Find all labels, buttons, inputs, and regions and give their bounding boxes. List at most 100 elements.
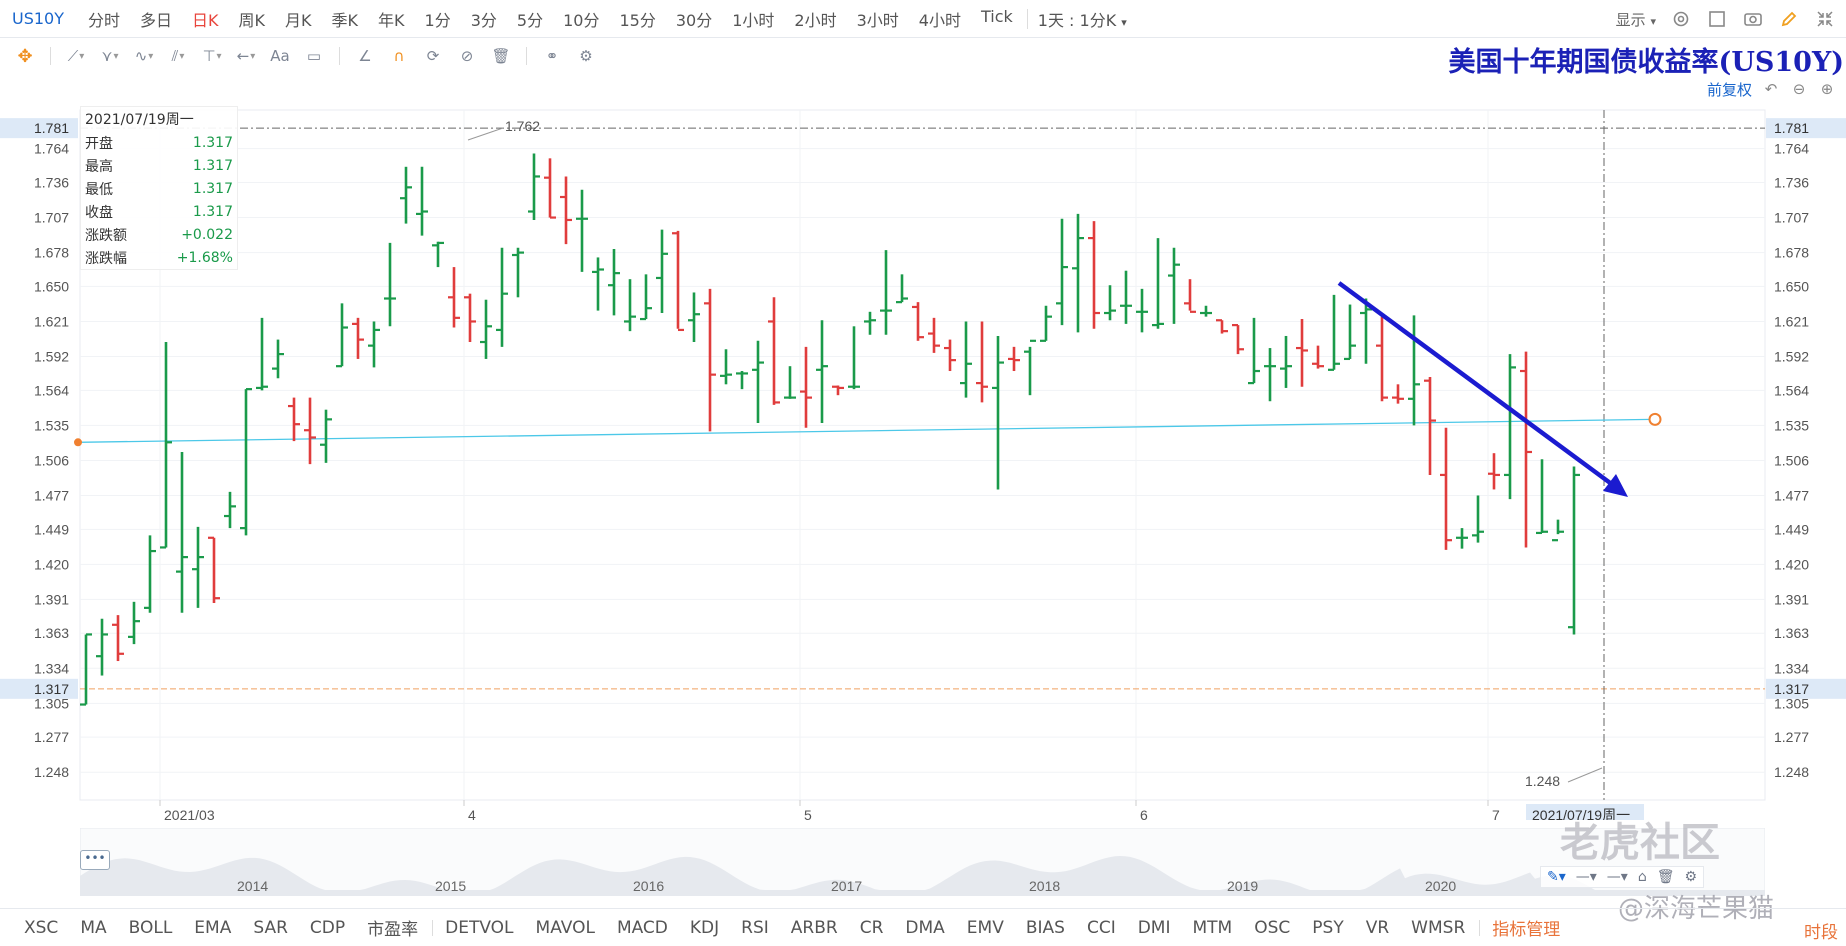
move-cross-icon[interactable]: ✥ xyxy=(17,45,33,67)
display-dropdown[interactable]: 显示 ▾ xyxy=(1616,9,1656,30)
gear-icon[interactable]: ⚙ xyxy=(579,47,593,65)
lock-icon[interactable]: ⌂ xyxy=(1637,869,1647,885)
indicator-dmi[interactable]: DMI xyxy=(1137,917,1171,938)
support-line[interactable] xyxy=(77,418,1656,443)
brush-color-icon[interactable]: ✎▾ xyxy=(1547,869,1566,885)
ohlc-info-box: 2021/07/19周一 开盘 1.317 最高 1.317 最低 1.317 收盘 1.31… xyxy=(80,106,238,270)
zoom-out-icon[interactable]: ⊖ xyxy=(1792,80,1806,98)
indicator-mavol[interactable]: MAVOL xyxy=(535,917,595,938)
wave-tool-icon[interactable]: ∿ ▾ xyxy=(134,47,154,65)
line-style-icon[interactable]: —▾ xyxy=(1575,869,1597,885)
info-row: 涨跌幅 +1.68% xyxy=(81,246,237,269)
period-tab[interactable]: 4小时 xyxy=(918,10,961,30)
indicator-psy[interactable]: PSY xyxy=(1312,917,1344,938)
period-tab[interactable]: 10分 xyxy=(563,10,600,30)
indicator-macd[interactable]: MACD xyxy=(616,917,668,938)
indicator-boll[interactable]: BOLL xyxy=(128,917,173,938)
indicator-osc[interactable]: OSC xyxy=(1254,917,1291,938)
indicator-kdj[interactable]: KDJ xyxy=(689,917,720,938)
indicator-emv[interactable]: EMV xyxy=(966,917,1004,938)
price-chart[interactable]: 1.764 1.764 1.736 1.736 1.707 1.707 1.678 1.678… xyxy=(0,100,1846,820)
trash-icon[interactable]: 🗑 xyxy=(1656,869,1675,885)
symbol-label[interactable]: US10Y xyxy=(12,9,64,28)
indicator-arbr[interactable]: ARBR xyxy=(790,917,838,938)
collapse-icon[interactable] xyxy=(1814,8,1836,30)
period-tab[interactable]: 日K xyxy=(192,10,219,30)
fib-tool-icon[interactable]: ⊤ ▾ xyxy=(202,47,222,65)
indicator-rsi[interactable]: RSI xyxy=(741,917,769,938)
overview-navigator[interactable]: 2014 2015 2016 2017 2018 2019 2020 xyxy=(80,828,1765,896)
indicator-manage-button[interactable]: 指标管理 xyxy=(1492,920,1561,940)
undo-icon[interactable]: ↶ xyxy=(1764,80,1778,98)
watermark-logo: 老虎社区 xyxy=(1560,820,1720,866)
period-tab[interactable]: 季K xyxy=(331,10,359,30)
overview-year-label: 2020 xyxy=(1425,878,1456,894)
magnet-icon[interactable]: ∩ xyxy=(393,47,405,65)
period-tab[interactable]: Tick xyxy=(980,6,1013,26)
hide-icon[interactable]: ⊘ xyxy=(460,47,474,65)
indicator-ma[interactable]: MA xyxy=(80,917,107,938)
comment-icon[interactable]: ▭ xyxy=(306,47,322,65)
polyline-tool-icon[interactable]: ⋎ ▾ xyxy=(101,47,119,65)
line-handle[interactable] xyxy=(1648,412,1662,426)
compare-icon[interactable]: ⚭ xyxy=(545,47,559,65)
pencil-icon[interactable] xyxy=(1778,8,1800,30)
period-tab[interactable]: 多日 xyxy=(140,10,173,30)
layout-square-icon[interactable] xyxy=(1706,8,1728,30)
indicator-cdp[interactable]: CDP xyxy=(309,917,346,938)
crosshair-date: 2021/07/19周一 xyxy=(1532,807,1630,820)
camera-icon[interactable] xyxy=(1742,8,1764,30)
sync-icon[interactable]: ⟳ xyxy=(426,47,440,65)
indicator-detvol[interactable]: DETVOL xyxy=(445,917,514,938)
y-tick-label-right: 1.621 xyxy=(1774,313,1809,329)
period-tab[interactable]: 3分 xyxy=(470,10,497,30)
period-tab[interactable]: 1分 xyxy=(424,10,451,30)
line-handle[interactable] xyxy=(74,438,82,447)
adjust-bar: 前复权 ↶ ⊖ ⊕ xyxy=(1707,78,1836,100)
period-tab[interactable]: 30分 xyxy=(675,10,713,30)
zoom-in-icon[interactable]: ⊕ xyxy=(1820,80,1834,98)
y-tick-label-left: 1.420 xyxy=(34,556,69,572)
trash-icon[interactable]: 🗑 xyxy=(491,47,511,65)
period-tab[interactable]: 年K xyxy=(378,10,405,30)
indicator-cr[interactable]: CR xyxy=(859,917,884,938)
overview-more-button[interactable]: ••• xyxy=(80,850,110,870)
indicator-bias[interactable]: BIAS xyxy=(1025,917,1065,938)
text-tool-icon[interactable]: Aa xyxy=(270,47,290,65)
info-key: 开盘 xyxy=(85,135,113,152)
y-tick-label-right: 1.420 xyxy=(1774,556,1809,572)
top-right-controls: 显示 ▾ xyxy=(1616,0,1836,38)
crosshair-value-box-right xyxy=(1766,118,1846,139)
period-tab[interactable]: 5分 xyxy=(516,10,544,30)
line-width-icon[interactable]: —▾ xyxy=(1606,869,1628,885)
y-tick-label-right: 1.277 xyxy=(1774,729,1809,745)
trend-line-tool-icon[interactable]: ⟋ ▾ xyxy=(67,47,85,65)
arrow-tool-icon[interactable]: ← ▾ xyxy=(236,47,256,65)
indicator-vr[interactable]: VR xyxy=(1365,917,1390,938)
channel-tool-icon[interactable]: ⫽ ▾ xyxy=(171,47,185,65)
indicator-dma[interactable]: DMA xyxy=(905,917,945,938)
period-tab[interactable]: 月K xyxy=(285,10,312,30)
period-tab[interactable]: 分时 xyxy=(88,10,121,30)
indicator-ema[interactable]: EMA xyxy=(194,917,232,938)
indicator-xsc[interactable]: XSC xyxy=(24,917,59,938)
period-tab[interactable]: 3小时 xyxy=(856,10,899,30)
period-tab[interactable]: 15分 xyxy=(619,10,656,30)
trend-arrow-line[interactable] xyxy=(1337,281,1619,490)
settings-gear-icon[interactable] xyxy=(1670,8,1692,30)
time-segment-button[interactable]: 时段 xyxy=(1804,923,1838,943)
chart-title: 美国十年期国债收益率(US10Y) xyxy=(1448,47,1844,78)
interval-select[interactable]: 1天 : 1分K ▾ xyxy=(1032,7,1133,31)
measure-icon[interactable]: ∠ xyxy=(358,47,372,65)
indicator-wmsr[interactable]: WMSR xyxy=(1411,917,1466,938)
period-tab[interactable]: 周K xyxy=(238,10,266,30)
indicator-市盈率[interactable]: 市盈率 xyxy=(367,920,419,940)
indicator-cci[interactable]: CCI xyxy=(1086,917,1116,938)
period-tab[interactable]: 1小时 xyxy=(732,10,775,30)
max-price-label: 1.762 xyxy=(505,118,540,134)
gear-icon[interactable]: ⚙ xyxy=(1684,869,1698,885)
adjust-price-button[interactable]: 前复权 xyxy=(1706,80,1752,99)
period-tab[interactable]: 2小时 xyxy=(794,10,837,30)
indicator-mtm[interactable]: MTM xyxy=(1192,917,1233,938)
indicator-sar[interactable]: SAR xyxy=(253,917,288,938)
